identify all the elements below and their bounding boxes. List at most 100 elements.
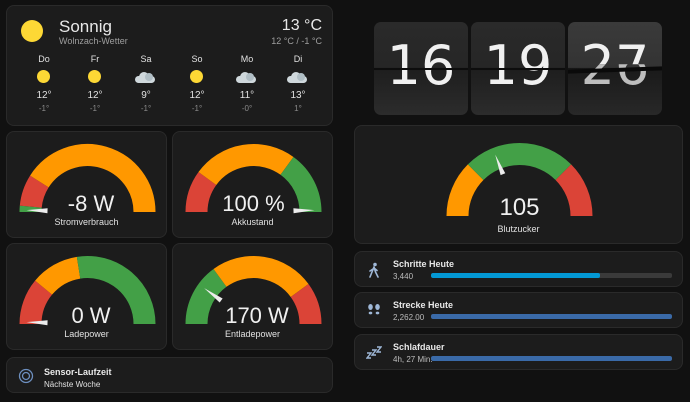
forecast-low: -1° xyxy=(89,104,101,113)
progress-track xyxy=(431,314,672,319)
temperature-range: 12 °C / -1 °C xyxy=(271,36,322,46)
clock-minutes-digits: 19 xyxy=(483,34,553,97)
sun-icon xyxy=(190,70,203,83)
gauge-card-akkustand[interactable]: 100 % Akkustand xyxy=(172,131,333,238)
forecast-day: So 12° -1° xyxy=(172,54,222,113)
forecast-high: 9° xyxy=(141,90,151,101)
clock-hours: 16 xyxy=(374,22,468,115)
gauge-needle xyxy=(26,320,48,326)
forecast-day: Di 13° 1° xyxy=(273,54,323,113)
weather-source: Wolnzach-Wetter xyxy=(59,36,128,46)
forecast-day-label: Do xyxy=(38,54,50,64)
flip-clock: 16 19 27 26 xyxy=(354,5,684,120)
progress-fill xyxy=(431,273,600,278)
forecast-low: -1° xyxy=(38,104,50,113)
partly-cloudy-icon xyxy=(287,72,307,83)
forecast-low: -1° xyxy=(191,104,203,113)
bar-card-schlafdauer[interactable]: Schlafdauer 4h, 27 Min. xyxy=(354,334,683,370)
gauge-segment xyxy=(19,175,49,209)
forecast-high: 13° xyxy=(290,90,306,101)
bar-card-schritte[interactable]: Schritte Heute 3,440 xyxy=(354,251,683,287)
partly-cloudy-icon xyxy=(236,72,256,83)
gauge-segment xyxy=(198,144,294,186)
gauge-segment xyxy=(30,144,156,213)
forecast-high: 12° xyxy=(36,90,52,101)
gauge-segment xyxy=(446,164,484,217)
forecast-high: 12° xyxy=(189,90,205,101)
forecast-day-label: Sa xyxy=(140,54,152,64)
stromverbrauch-gauge: -8 W xyxy=(19,144,156,216)
forecast-day: Mo 11° -0° xyxy=(222,54,272,113)
gauge-segment xyxy=(19,280,53,325)
forecast-low: -0° xyxy=(241,104,253,113)
clock-hours-digits: 16 xyxy=(386,34,456,97)
entladepower-gauge: 170 W xyxy=(185,256,322,328)
ladepower-gauge: 0 W xyxy=(19,256,156,328)
bar-title: Schlafdauer xyxy=(393,342,445,352)
gauge-needle xyxy=(26,208,48,214)
bar-value: 2,262.00 xyxy=(393,313,425,322)
gauge-needle xyxy=(495,154,506,176)
gauge-segment xyxy=(76,256,156,325)
partly-cloudy-icon xyxy=(135,72,155,83)
sensor-title: Sensor-Laufzeit xyxy=(44,367,112,377)
progress-fill xyxy=(431,314,672,319)
progress-track xyxy=(431,356,672,361)
clock-seconds: 27 26 xyxy=(568,22,662,115)
clock-seconds-digits: 27 xyxy=(580,34,650,97)
gauge-card-entladepower[interactable]: 170 W Entladepower xyxy=(172,243,333,350)
gauge-value: 0 W xyxy=(71,303,110,328)
bar-value: 4h, 27 Min. xyxy=(393,355,433,364)
forecast-day: Sa 9° -1° xyxy=(121,54,171,113)
gauge-label: Akkustand xyxy=(231,217,274,227)
forecast-low: 1° xyxy=(294,104,302,113)
gauge-segment xyxy=(213,256,309,298)
akkustand-gauge: 100 % xyxy=(185,144,322,216)
gauge-segment xyxy=(185,172,217,213)
gauge-segment xyxy=(467,143,572,181)
sensor-card[interactable]: Sensor-Laufzeit Nächste Woche xyxy=(6,357,333,393)
weather-condition: Sonnig xyxy=(59,17,112,36)
gauge-value: 170 W xyxy=(225,303,289,328)
bar-card-strecke[interactable]: Strecke Heute 2,262.00 xyxy=(354,292,683,328)
gauge-label: Ladepower xyxy=(64,329,109,339)
sun-icon xyxy=(21,20,43,42)
gauge-value: 105 xyxy=(499,194,539,221)
forecast-day-label: So xyxy=(191,54,203,64)
progress-track xyxy=(431,273,672,278)
gauge-card-ladepower[interactable]: 0 W Ladepower xyxy=(6,243,167,350)
bar-title: Schritte Heute xyxy=(393,259,455,269)
gauge-segment xyxy=(35,256,81,296)
gauge-label: Entladepower xyxy=(224,329,281,339)
gauge-label: Blutzucker xyxy=(497,224,540,234)
gauge-card-stromverbrauch[interactable]: -8 W Stromverbrauch xyxy=(6,131,167,238)
weather-card[interactable]: Sonnig Wolnzach-Wetter 13 °C 12 °C / -1 … xyxy=(6,5,333,126)
gauge-segment xyxy=(280,156,322,213)
current-temperature: 13 °C xyxy=(281,17,322,34)
sleep-icon xyxy=(366,346,382,359)
forecast-low: -1° xyxy=(140,104,152,113)
sensor-icon xyxy=(18,368,34,384)
gauge-card-blutzucker[interactable]: 105 Blutzucker xyxy=(354,125,683,244)
forecast-high: 12° xyxy=(87,90,103,101)
gauge-needle xyxy=(204,288,223,303)
bar-title: Strecke Heute xyxy=(393,300,454,310)
forecast-high: 11° xyxy=(239,90,255,101)
gauge-segment xyxy=(290,284,322,325)
gauge-segment xyxy=(555,164,593,217)
progress-fill xyxy=(431,356,672,361)
gauge-label: Stromverbrauch xyxy=(54,217,119,227)
forecast-day-label: Di xyxy=(293,54,303,64)
forecast-day-label: Fr xyxy=(90,54,100,64)
sun-icon xyxy=(88,70,101,83)
gauge-value: 100 % xyxy=(222,191,284,216)
bar-value: 3,440 xyxy=(393,272,414,281)
gauge-value: -8 W xyxy=(68,191,115,216)
sensor-subtitle: Nächste Woche xyxy=(44,380,101,389)
gauge-segment xyxy=(185,268,227,325)
forecast-day: Fr 12° -1° xyxy=(70,54,120,113)
walk-icon xyxy=(369,262,379,278)
blutzucker-gauge: 105 xyxy=(446,143,593,221)
forecast-day: Do 12° -1° xyxy=(19,54,69,113)
clock-minutes: 19 xyxy=(471,22,565,115)
